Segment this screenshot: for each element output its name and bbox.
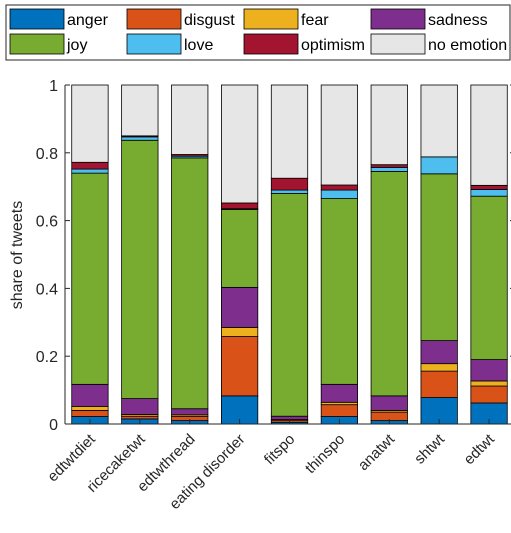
bar-ricecaketwt-love [121,136,159,141]
y-tick-label: 0 [49,417,58,434]
bar-anatwt-love [370,166,408,172]
bar-edtwthread-joy [171,157,209,410]
bar-anatwt-optimism [370,164,408,168]
bar-thinspo-love [320,189,358,199]
bar-fitspo-love [270,189,309,194]
bar-edtwt-fear [470,380,508,387]
bar-eating-disorder-sadness [220,286,259,328]
bar-anatwt-no-emotion [370,84,408,166]
bar-ricecaketwt-no-emotion [121,84,159,137]
bar-edtwt-love [470,189,508,197]
legend-label-fear: fear [301,12,329,29]
legend-swatch-sadness [370,8,426,30]
x-tick-label: thinspo [302,431,348,477]
y-tick-label: 0.2 [36,349,58,366]
bar-fitspo-no-emotion [270,84,309,179]
bar-eating-disorder-no-emotion [220,84,259,204]
bar-shtwt-no-emotion [420,84,458,158]
bar-edtwt-sadness [470,359,508,382]
bar-shtwt-sadness [420,340,458,365]
x-tick-label: shtwt [411,430,448,467]
bar-shtwt-joy [420,173,458,342]
legend-label-love: love [184,37,213,54]
bar-edtwtdiet-sadness [71,383,109,407]
legend-swatch-disgust [126,8,182,30]
bar-thinspo-joy [320,198,358,385]
bar-ricecaketwt-joy [121,139,159,399]
bar-ricecaketwt-disgust [121,415,159,420]
bar-eating-disorder-optimism [220,202,259,210]
y-axis-label: share of tweets [9,201,26,310]
bar-edtwt-disgust [470,385,508,404]
bar-eating-disorder-fear [220,326,259,337]
x-tick-label: edtwt [461,430,499,468]
legend-label-optimism: optimism [301,37,365,54]
bar-thinspo-optimism [320,184,358,191]
bar-shtwt-fear [420,363,458,372]
legend-swatch-no-emotion [370,33,426,55]
legend-swatch-optimism [243,33,299,55]
bar-anatwt-joy [370,171,408,397]
bar-edtwtdiet-no-emotion [71,84,109,163]
legend: anger disgust fear sadness joy love optimism no… [5,4,511,61]
bar-edtwtdiet-fear [71,405,109,411]
bar-edtwthread-sadness [171,408,209,416]
x-tick-label: anatwt [355,430,399,474]
bar-edtwtdiet-love [71,168,109,174]
legend-label-sadness: sadness [428,12,488,29]
bar-fitspo-optimism [270,177,309,191]
bar-ricecaketwt-sadness [121,398,159,415]
bar-edtwtdiet-disgust [71,410,109,417]
bar-eating-disorder-joy [220,209,259,288]
bars [71,84,508,425]
bar-edtwt-no-emotion [470,84,508,186]
y-tick-label: 1 [49,78,58,95]
bar-edtwtdiet-joy [71,172,109,385]
legend-label-disgust: disgust [184,12,235,29]
bar-thinspo-disgust [320,404,358,417]
legend-label-anger: anger [67,12,109,29]
y-tick-label: 0.8 [36,146,58,163]
bar-shtwt-disgust [420,370,458,398]
y-tick-label: 0.6 [36,214,58,231]
bar-edtwthread-no-emotion [171,84,209,155]
legend-label-no-emotion: no emotion [428,37,507,54]
legend-swatch-anger [9,8,65,30]
bar-anatwt-sadness [370,395,408,411]
legend-swatch-love [126,33,182,55]
x-tick-label: fitspo [261,431,298,468]
bar-thinspo-sadness [320,383,358,403]
legend-swatch-joy [9,33,65,55]
bar-eating-disorder-disgust [220,336,259,397]
y-tick-label: 0.4 [36,281,58,298]
bar-edtwtdiet-optimism [71,161,109,170]
legend-label-joy: joy [66,37,87,54]
bar-fitspo-joy [270,193,309,417]
legend-swatch-fear [243,8,299,30]
bar-edtwt-joy [470,195,508,360]
bar-thinspo-no-emotion [320,84,358,186]
bar-shtwt-love [420,156,458,175]
bar-edtwt-optimism [470,184,508,190]
